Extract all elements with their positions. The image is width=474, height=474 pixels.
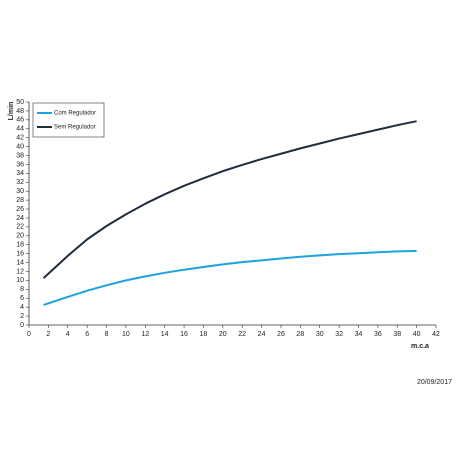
y-tick-label: 10 bbox=[16, 277, 24, 284]
x-tick-label: 36 bbox=[374, 331, 382, 338]
y-tick-label: 46 bbox=[16, 117, 24, 124]
y-tick-label: 16 bbox=[16, 250, 24, 257]
x-tick-label: 20 bbox=[219, 331, 227, 338]
y-tick-label: 24 bbox=[16, 215, 24, 222]
x-tick-label: 26 bbox=[277, 331, 285, 338]
y-tick-label: 40 bbox=[16, 143, 24, 150]
x-tick-label: 4 bbox=[66, 331, 70, 338]
x-tick-label: 38 bbox=[393, 331, 401, 338]
x-tick-label: 30 bbox=[316, 331, 324, 338]
series-line bbox=[43, 249, 417, 306]
x-tick-label: 32 bbox=[335, 331, 343, 338]
y-axis-label: L/min bbox=[8, 102, 15, 121]
y-tick-label: 14 bbox=[16, 259, 24, 266]
y-tick-label: 42 bbox=[16, 135, 24, 142]
x-tick-label: 40 bbox=[413, 331, 421, 338]
y-tick-label: 50 bbox=[16, 99, 24, 106]
x-axis-label: m.c.a bbox=[411, 343, 429, 350]
x-tick-label: 0 bbox=[27, 331, 31, 338]
y-tick-label: 26 bbox=[16, 206, 24, 213]
legend-label: Sem Regulador bbox=[54, 125, 96, 131]
date: 20/09/2017 bbox=[417, 379, 452, 386]
x-tick-label: 28 bbox=[296, 331, 304, 338]
y-tick-label: 36 bbox=[16, 161, 24, 168]
x-tick-label: 24 bbox=[258, 331, 266, 338]
x-tick-label: 34 bbox=[355, 331, 363, 338]
y-tick-label: 32 bbox=[16, 179, 24, 186]
y-tick-label: 48 bbox=[16, 108, 24, 115]
x-tick-label: 6 bbox=[85, 331, 89, 338]
y-tick-label: 44 bbox=[16, 126, 24, 133]
legend-label: Com Regulador bbox=[54, 111, 96, 117]
y-tick-label: 18 bbox=[16, 242, 24, 249]
y-tick-label: 8 bbox=[20, 286, 24, 293]
x-tick-label: 14 bbox=[161, 331, 169, 338]
y-tick-label: 6 bbox=[20, 295, 24, 302]
y-tick-label: 34 bbox=[16, 170, 24, 177]
x-tick-label: 16 bbox=[180, 331, 188, 338]
x-tick-label: 42 bbox=[432, 331, 440, 338]
y-tick-label: 38 bbox=[16, 152, 24, 159]
legend-box bbox=[32, 102, 105, 138]
y-tick-label: 30 bbox=[16, 188, 24, 195]
x-tick-label: 2 bbox=[46, 331, 50, 338]
y-tick-label: 0 bbox=[20, 322, 24, 329]
x-tick-label: 18 bbox=[200, 331, 208, 338]
y-tick-label: 28 bbox=[16, 197, 24, 204]
x-tick-label: 12 bbox=[141, 331, 149, 338]
y-tick-label: 20 bbox=[16, 233, 24, 240]
series-line bbox=[42, 120, 417, 279]
y-tick-label: 2 bbox=[20, 313, 24, 320]
x-tick-label: 22 bbox=[238, 331, 246, 338]
y-tick-label: 4 bbox=[20, 304, 24, 311]
y-tick-label: 22 bbox=[16, 224, 24, 231]
x-tick-label: 10 bbox=[122, 331, 130, 338]
x-tick-label: 8 bbox=[105, 331, 109, 338]
y-tick-label: 12 bbox=[16, 268, 24, 275]
